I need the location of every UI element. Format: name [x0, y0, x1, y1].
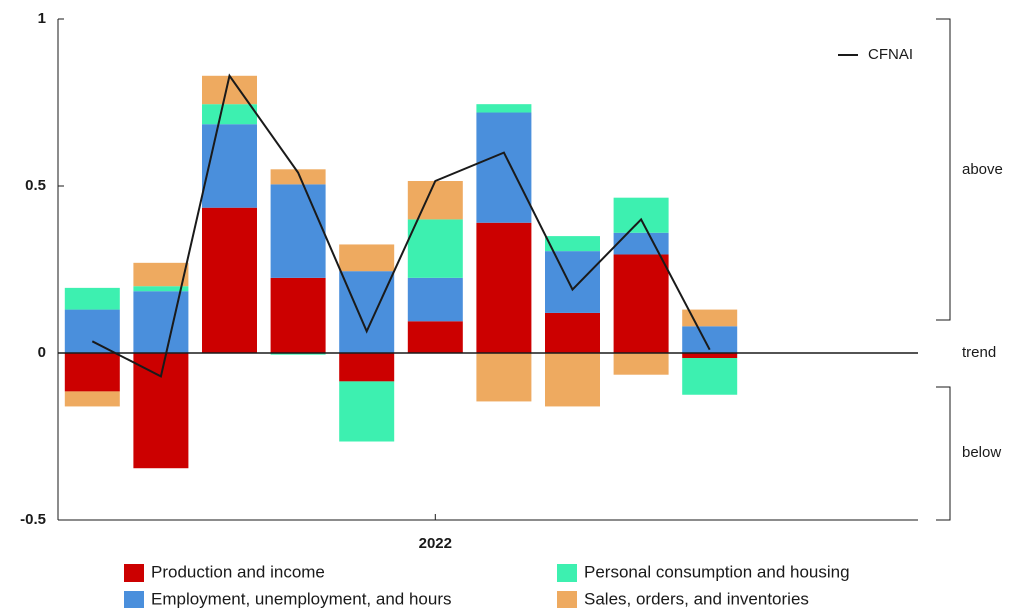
bar-segment [64, 287, 120, 310]
bar-segment [476, 353, 532, 402]
bar-segment [270, 184, 326, 278]
bar-segment [407, 219, 463, 278]
bar-segment [133, 286, 189, 292]
y-tick-label: 0 [38, 344, 46, 361]
cfnai-line [91, 73, 711, 378]
legend-label: Production and income [151, 562, 325, 581]
annotation-brackets [936, 18, 951, 521]
bar-segment [270, 277, 326, 353]
legend-label: CFNAI [868, 46, 913, 63]
bar-segment [202, 124, 257, 208]
annotation: trend [962, 344, 996, 361]
legend-swatch [124, 591, 144, 608]
bar-segment [407, 277, 463, 322]
legend-swatch [124, 564, 144, 582]
bar-segment [339, 271, 395, 353]
bar-segment [270, 353, 326, 355]
legend-label: Employment, unemployment, and hours [151, 589, 452, 608]
bar-segment [270, 169, 326, 185]
bar-segment [476, 112, 532, 223]
bar-segment [407, 321, 463, 353]
legend-swatch [557, 591, 577, 608]
bar-segment [133, 291, 189, 353]
y-tick-label: 0.5 [25, 177, 46, 194]
y-tick-label: 1 [38, 10, 46, 27]
bar-segment [545, 236, 600, 252]
legend-label: Sales, orders, and inventories [584, 589, 809, 608]
bar-segment [613, 353, 669, 375]
annotation: below [962, 444, 1001, 461]
bar-segment [545, 312, 600, 353]
bar-segment [476, 222, 532, 353]
bar-segment [133, 262, 189, 287]
bar-segment [202, 207, 257, 353]
bar-segment [64, 391, 120, 407]
x-tick-label: 2022 [419, 535, 452, 552]
bar-segment [64, 353, 120, 392]
bar-segment [613, 254, 669, 353]
bar-segment [545, 353, 600, 407]
bar-segment [339, 381, 395, 442]
bar-segment [339, 353, 395, 382]
below-bracket [936, 386, 951, 521]
bar-segment [613, 232, 669, 255]
legend-swatch [557, 564, 577, 582]
bar-segment [476, 104, 532, 113]
y-tick-label: -0.5 [20, 511, 46, 528]
bar-segment [202, 75, 257, 105]
bar-segment [545, 251, 600, 313]
bar-segment [339, 244, 395, 272]
bar-segment [613, 197, 669, 233]
bar-segment [407, 180, 463, 220]
bar-segment [682, 353, 738, 359]
bar-segment [202, 104, 257, 125]
bar-segment [682, 358, 738, 395]
bar-segment [133, 353, 189, 469]
legend-label: Personal consumption and housing [584, 562, 850, 581]
bar-segment [64, 309, 120, 353]
annotation: above [962, 161, 1003, 178]
above-bracket [936, 18, 951, 321]
